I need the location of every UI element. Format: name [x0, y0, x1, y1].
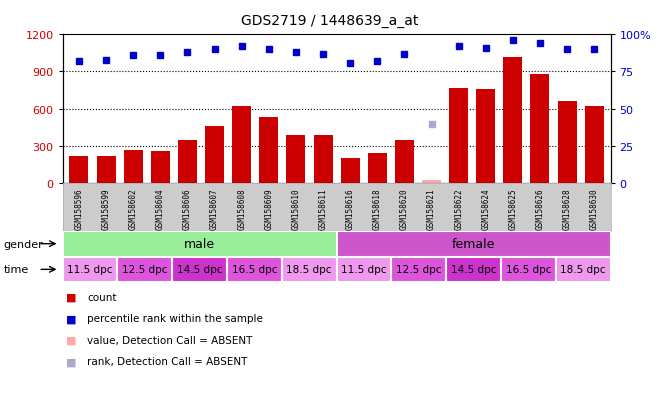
Bar: [286, 135, 306, 184]
Text: GSM158622: GSM158622: [454, 188, 463, 229]
Bar: [504, 57, 522, 184]
Text: 16.5 dpc: 16.5 dpc: [232, 265, 277, 275]
Text: value, Detection Call = ABSENT: value, Detection Call = ABSENT: [87, 335, 253, 345]
Text: GSM158620: GSM158620: [400, 188, 409, 229]
Text: GSM158609: GSM158609: [264, 188, 273, 229]
Bar: [178, 140, 197, 184]
Bar: [556, 257, 611, 282]
Bar: [531, 75, 550, 184]
Text: 12.5 dpc: 12.5 dpc: [396, 265, 442, 275]
Text: ■: ■: [66, 292, 77, 302]
Bar: [368, 154, 387, 184]
Text: 18.5 dpc: 18.5 dpc: [286, 265, 332, 275]
Bar: [558, 102, 577, 184]
Text: GSM158630: GSM158630: [590, 188, 599, 229]
Text: ■: ■: [66, 313, 77, 323]
Text: percentile rank within the sample: percentile rank within the sample: [87, 313, 263, 323]
Bar: [341, 159, 360, 184]
Text: GSM158616: GSM158616: [346, 188, 354, 229]
Text: male: male: [184, 237, 215, 251]
Text: GSM158626: GSM158626: [535, 188, 544, 229]
Text: ■: ■: [66, 335, 77, 345]
Bar: [477, 90, 495, 184]
Text: GSM158608: GSM158608: [237, 188, 246, 229]
Bar: [205, 127, 224, 184]
Bar: [172, 257, 227, 282]
Text: GSM158628: GSM158628: [562, 188, 572, 229]
Text: 11.5 dpc: 11.5 dpc: [341, 265, 387, 275]
Text: 12.5 dpc: 12.5 dpc: [122, 265, 168, 275]
Bar: [501, 257, 556, 282]
Text: GSM158611: GSM158611: [319, 188, 327, 229]
Bar: [96, 157, 116, 184]
Bar: [69, 157, 88, 184]
Bar: [151, 152, 170, 184]
Text: GSM158606: GSM158606: [183, 188, 192, 229]
Text: GSM158599: GSM158599: [102, 188, 111, 229]
Bar: [337, 257, 391, 282]
Bar: [227, 257, 282, 282]
Text: GSM158602: GSM158602: [129, 188, 138, 229]
Bar: [395, 140, 414, 184]
Text: female: female: [452, 237, 495, 251]
Text: count: count: [87, 292, 117, 302]
Bar: [449, 88, 468, 184]
Text: time: time: [3, 265, 28, 275]
Bar: [282, 257, 337, 282]
Text: GSM158610: GSM158610: [292, 188, 300, 229]
Text: GSM158625: GSM158625: [508, 188, 517, 229]
Bar: [232, 107, 251, 184]
Bar: [63, 257, 117, 282]
Text: ■: ■: [66, 356, 77, 366]
Bar: [337, 231, 610, 257]
Bar: [446, 257, 501, 282]
Bar: [259, 118, 279, 184]
Bar: [422, 180, 441, 184]
Text: GDS2719 / 1448639_a_at: GDS2719 / 1448639_a_at: [242, 14, 418, 28]
Text: GSM158607: GSM158607: [210, 188, 219, 229]
Text: gender: gender: [3, 239, 43, 249]
Text: 18.5 dpc: 18.5 dpc: [560, 265, 606, 275]
Bar: [63, 231, 337, 257]
Bar: [117, 257, 172, 282]
Text: GSM158621: GSM158621: [427, 188, 436, 229]
Text: 16.5 dpc: 16.5 dpc: [506, 265, 551, 275]
Text: 14.5 dpc: 14.5 dpc: [177, 265, 222, 275]
Text: GSM158604: GSM158604: [156, 188, 165, 229]
Bar: [314, 135, 333, 184]
Text: rank, Detection Call = ABSENT: rank, Detection Call = ABSENT: [87, 356, 248, 366]
Text: GSM158624: GSM158624: [481, 188, 490, 229]
Bar: [391, 257, 446, 282]
Text: GSM158596: GSM158596: [75, 188, 83, 229]
Text: 11.5 dpc: 11.5 dpc: [67, 265, 113, 275]
Text: 14.5 dpc: 14.5 dpc: [451, 265, 496, 275]
Text: GSM158618: GSM158618: [373, 188, 381, 229]
Bar: [585, 107, 604, 184]
Bar: [123, 150, 143, 184]
